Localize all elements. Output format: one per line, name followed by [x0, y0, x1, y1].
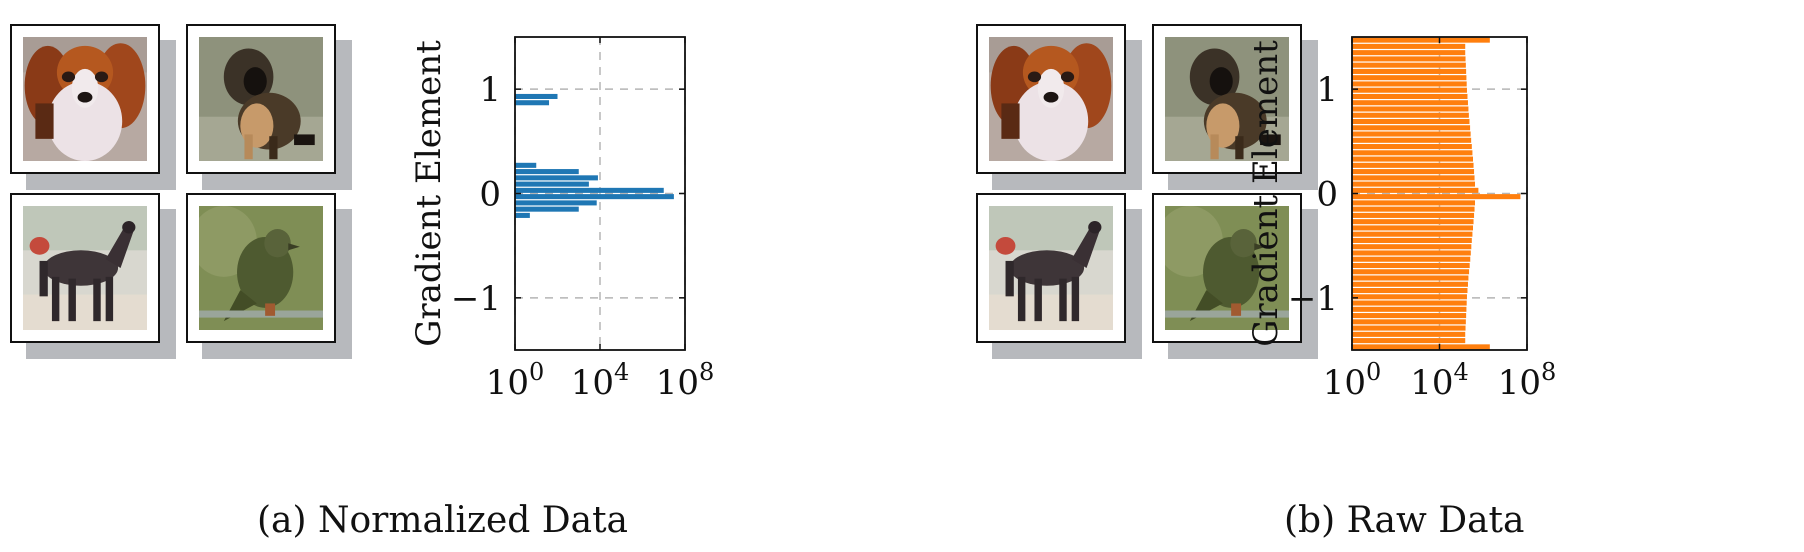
histogram-bar: [1352, 43, 1466, 49]
histogram-bar: [1352, 231, 1473, 237]
thumbnail-bird: [1165, 206, 1289, 330]
histogram-bar: [1352, 181, 1476, 187]
histogram-bar: [1352, 306, 1467, 312]
histogram-bar: [1352, 118, 1470, 125]
x-tick-label: 108: [656, 358, 715, 403]
histogram-bar: [1352, 325, 1466, 331]
histogram-bar: [515, 93, 558, 99]
histogram-bar: [515, 162, 537, 168]
y-axis-label: Gradient Element: [1246, 40, 1286, 347]
histogram-bar: [1352, 75, 1467, 81]
histogram-bar: [1352, 187, 1479, 193]
histogram-bar: [1352, 281, 1468, 287]
histogram-bar: [1352, 106, 1469, 112]
histogram-bar: [1352, 50, 1466, 56]
x-tick-label: 100: [486, 358, 545, 403]
histogram-bar: [1352, 62, 1466, 68]
histogram-bar: [1352, 131, 1471, 137]
panel-raw: 100 104 108 1 0 −1 Gradient Element (b) Raw Da…: [966, 0, 1804, 552]
histogram-bar: [1352, 256, 1471, 262]
x-tick-label: 108: [1498, 358, 1557, 403]
thumbnail-horse: [989, 206, 1113, 330]
histogram-bar: [515, 206, 579, 212]
histogram-bar: [515, 187, 664, 193]
histogram-bar: [515, 212, 530, 218]
y-tick-label: −1: [1288, 279, 1338, 319]
thumbnail-dog-dark: [1165, 37, 1289, 161]
histogram-bar: [1352, 269, 1470, 275]
y-tick-label: 0: [1316, 175, 1338, 215]
histogram-bar: [515, 100, 550, 106]
histogram-bar: [515, 169, 579, 175]
histogram-bar: [1352, 262, 1470, 269]
histogram-bar: [1352, 338, 1466, 344]
histogram-bar: [1352, 237, 1472, 243]
histogram-bar: [1352, 156, 1474, 162]
histogram-bar: [1352, 150, 1473, 156]
histogram-bar: [1352, 81, 1467, 87]
y-tick-label: 1: [479, 70, 501, 110]
y-tick-label: 0: [479, 175, 501, 215]
histogram-bar: [1352, 194, 1521, 200]
panel-caption: (a) Normalized Data: [257, 500, 629, 541]
histogram-bar: [1352, 162, 1474, 168]
histogram-bar: [1352, 137, 1472, 143]
panel-caption: (b) Raw Data: [1284, 500, 1525, 541]
histogram-bar: [1352, 93, 1468, 99]
histogram-bar: [1352, 331, 1466, 337]
histogram-bar: [1352, 244, 1472, 250]
histogram-bar: [1352, 125, 1471, 131]
histogram-bar: [1352, 300, 1467, 306]
histogram-bar: [1352, 206, 1475, 212]
thumbnail-bird: [199, 206, 323, 330]
histogram-bar: [1352, 288, 1468, 294]
histogram-bar: [515, 194, 674, 200]
x-tick-label: 100: [1323, 358, 1382, 403]
histogram-bar: [1352, 219, 1474, 225]
histogram-bar: [1352, 313, 1467, 319]
histogram-bar: [1352, 175, 1475, 181]
histogram-bar: [1352, 56, 1466, 62]
histogram-bar: [1352, 144, 1472, 150]
histogram-bar: [1352, 212, 1475, 218]
histogram-bar: [1352, 200, 1476, 206]
x-tick-label: 104: [1410, 358, 1469, 403]
histogram-bar: [1352, 68, 1467, 74]
thumbnail-dog-dark: [199, 37, 323, 161]
histogram-bar: [1352, 319, 1466, 325]
histogram-bar: [1352, 250, 1471, 256]
panel-normalized: 100 104 108 1 0 −1 Gradient Element (a) Normal…: [10, 24, 715, 541]
x-tick-label: 104: [571, 358, 630, 403]
thumbnail-dog-spaniel: [23, 37, 147, 161]
histogram-bar: [1352, 100, 1468, 106]
y-tick-label: −1: [451, 279, 501, 319]
histogram-bar: [515, 200, 597, 206]
thumbnail-horse: [23, 206, 147, 330]
histogram-bar: [515, 181, 589, 187]
histogram-bar: [1352, 275, 1469, 281]
histogram-bar: [515, 175, 598, 181]
thumbnail-dog-spaniel: [989, 37, 1113, 161]
y-axis-label: Gradient Element: [409, 40, 449, 347]
histogram-bar: [1352, 294, 1467, 300]
y-tick-label: 1: [1316, 70, 1338, 110]
histogram-bar: [1352, 344, 1490, 350]
histogram-bar: [1352, 87, 1467, 93]
histogram-bar: [1352, 112, 1469, 118]
histogram-bar: [1352, 225, 1474, 231]
histogram-bar: [1352, 169, 1475, 175]
histogram-bar: [1352, 37, 1490, 43]
